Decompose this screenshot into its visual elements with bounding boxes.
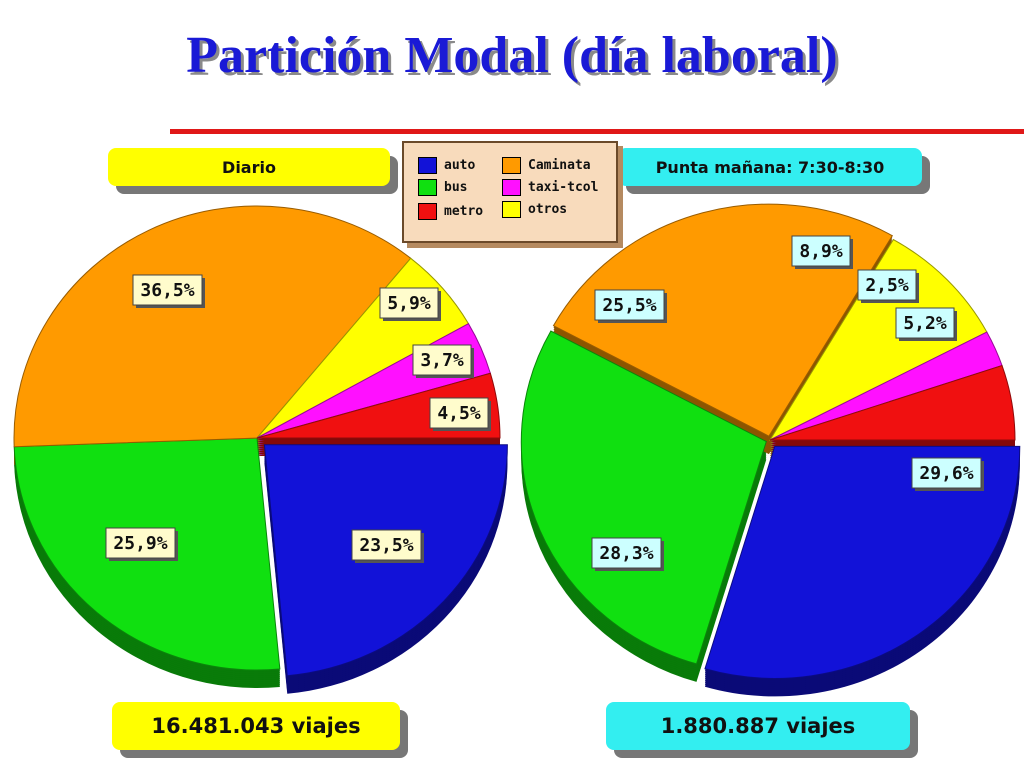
label-box xyxy=(895,307,955,339)
label-box xyxy=(412,344,472,376)
legend-swatch xyxy=(418,157,437,174)
label-box xyxy=(911,457,982,489)
page-title: Partición Modal (día laboral) xyxy=(186,27,838,84)
pie-slice-otros xyxy=(768,238,988,442)
legend-label: otros xyxy=(528,202,568,217)
chart-2-footer-banner: 1.880.887 viajes xyxy=(606,702,918,758)
legend-item-taxi-tcol: taxi-tcol xyxy=(502,179,598,196)
slice-label-taxi-tcol: 2,5% xyxy=(857,269,919,303)
slice-label-metro: 5,2% xyxy=(895,307,957,341)
legend-label: bus xyxy=(444,180,468,195)
data-label: 4,5% xyxy=(437,403,481,424)
data-label: 3,7% xyxy=(420,350,464,371)
title-underline xyxy=(170,129,1024,134)
label-box xyxy=(132,274,203,306)
legend: auto Caminata bus taxi-tcol metro otros xyxy=(402,141,618,243)
pie-chart-2: 29,6% 28,3% 25,5% 8,9% 2,5% 5,2% xyxy=(520,203,1021,697)
legend-label: auto xyxy=(444,158,476,173)
label-box xyxy=(105,527,176,559)
data-label: 5,9% xyxy=(387,293,431,314)
legend-swatch xyxy=(502,201,521,218)
label-box xyxy=(591,537,662,569)
legend-label: Caminata xyxy=(528,158,591,173)
pie-slice-bus xyxy=(520,330,767,665)
chart-2-title-banner: Punta mañana: 7:30-8:30 xyxy=(618,148,930,194)
slice-label-taxi-tcol: 3,7% xyxy=(412,344,474,378)
slice-label-otros: 8,9% xyxy=(791,235,853,269)
legend-label: taxi-tcol xyxy=(528,180,599,195)
data-label: 23,5% xyxy=(359,535,413,556)
pie-slice-metro xyxy=(769,364,1016,441)
data-label: 5,2% xyxy=(903,313,947,334)
label-box xyxy=(791,235,851,267)
legend-swatch xyxy=(502,179,521,196)
pie-slice-auto xyxy=(704,445,1021,679)
legend-item-otros: otros xyxy=(502,201,567,218)
chart-2-title: Punta mañana: 7:30-8:30 xyxy=(618,148,922,186)
legend-swatch xyxy=(502,157,521,174)
slice-label-bus: 25,9% xyxy=(105,527,178,561)
label-box xyxy=(429,397,489,429)
label-box xyxy=(379,287,439,319)
chart-2-footer: 1.880.887 viajes xyxy=(606,702,910,750)
slice-label-otros: 5,9% xyxy=(379,287,441,321)
data-label: 25,5% xyxy=(602,295,656,316)
slice-label-bus: 28,3% xyxy=(591,537,664,571)
label-box xyxy=(351,529,422,561)
slice-label-auto: 23,5% xyxy=(351,529,424,563)
chart-1-title-banner: Diario xyxy=(108,148,398,194)
label-box xyxy=(857,269,917,301)
data-label: 2,5% xyxy=(865,275,909,296)
pie-chart-1: 23,5% 25,9% 36,5% 5,9% 3,7% 4,5% xyxy=(13,205,508,694)
label-box xyxy=(594,289,665,321)
legend-item-bus: bus xyxy=(418,179,467,196)
legend-item-auto: auto xyxy=(418,157,475,174)
data-label: 8,9% xyxy=(799,241,843,262)
data-label: 28,3% xyxy=(599,543,653,564)
chart-1-footer-banner: 16.481.043 viajes xyxy=(112,702,408,758)
data-label: 29,6% xyxy=(919,463,973,484)
legend-label: metro xyxy=(444,204,484,219)
chart-1-footer: 16.481.043 viajes xyxy=(112,702,400,750)
data-label: 36,5% xyxy=(140,280,194,301)
legend-swatch xyxy=(418,203,437,220)
slice-label-caminata: 25,5% xyxy=(594,289,667,323)
data-label: 25,9% xyxy=(113,533,167,554)
pie-slice-caminata xyxy=(13,205,412,448)
legend-item-caminata: Caminata xyxy=(502,157,591,174)
legend-item-metro: metro xyxy=(418,203,483,220)
chart-1-title: Diario xyxy=(108,148,390,186)
slice-label-caminata: 36,5% xyxy=(132,274,205,308)
slice-label-auto: 29,6% xyxy=(911,457,984,491)
legend-swatch xyxy=(418,179,437,196)
slice-label-metro: 4,5% xyxy=(429,397,491,431)
